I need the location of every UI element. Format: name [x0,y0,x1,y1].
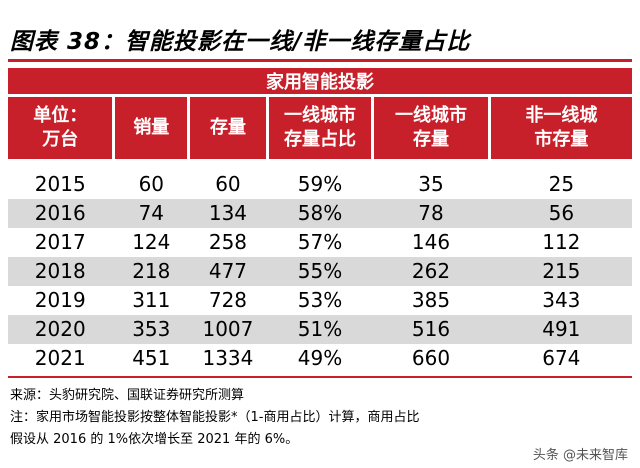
footnote-line-2: 假设从 2016 的 1%依次增长至 2021 年的 6%。 [10,432,299,447]
cell-tier1-stock: 78 [418,201,444,225]
table-row: 2019 311 728 53% 385 343 [8,286,632,315]
page-title: 图表 38：智能投影在一线/非一线存量占比 [10,29,471,55]
cell-sales: 353 [132,317,171,341]
footnote-line-1: 注：家用市场智能投影按整体智能投影*（1-商用占比）计算，商用占比 [10,410,420,425]
cell-sales: 311 [132,288,171,312]
header-stock: 存量 [190,97,266,159]
header-sales: 销量 [115,97,188,159]
cell-stock: 1334 [202,346,254,370]
cell-non-tier1-stock: 25 [548,172,575,196]
cell-year: 2015 [34,172,86,196]
cell-tier1-share: 57% [297,230,343,254]
cell-year: 2018 [34,259,86,283]
cell-sales: 74 [138,201,165,225]
cell-year: 2019 [34,288,86,312]
cell-non-tier1-stock: 491 [542,317,581,341]
cell-tier1-share: 59% [297,172,343,196]
title-divider [8,59,632,62]
cell-tier1-stock: 385 [411,288,451,312]
cell-non-tier1-stock: 56 [548,201,575,225]
cell-tier1-share: 51% [297,317,343,341]
table-row: 2016 74 134 58% 78 56 [8,199,632,228]
table-row: 2017 124 258 57% 146 112 [8,228,632,257]
table-row: 2018 218 477 55% 262 215 [8,257,632,286]
cell-sales: 451 [132,346,171,370]
cell-tier1-share: 55% [297,259,343,283]
cell-non-tier1-stock: 215 [542,259,581,283]
cell-year: 2016 [34,201,86,225]
table-row: 2020 353 1007 51% 516 491 [8,315,632,344]
cell-year: 2020 [34,317,86,341]
cell-stock: 258 [208,230,248,254]
table-row: 2021 451 1334 49% 660 674 [8,344,632,373]
header-non-tier1-stock: 非一线城 市存量 [490,97,632,159]
cell-tier1-stock: 516 [411,317,451,341]
header-tier1-stock: 一线城市 存量 [374,97,488,159]
cell-sales: 218 [132,259,171,283]
cell-tier1-share: 58% [297,201,343,225]
cell-sales: 124 [132,230,171,254]
cell-stock: 1007 [202,317,254,341]
cell-tier1-stock: 660 [411,346,451,370]
cell-non-tier1-stock: 343 [542,288,581,312]
table-band-header: 家用智能投影 [8,68,632,94]
cell-sales: 60 [138,172,165,196]
source-note: 来源：头豹研究院、国联证券研究所测算 [10,388,245,403]
cell-year: 2017 [34,230,86,254]
cell-non-tier1-stock: 112 [542,230,581,254]
cell-tier1-share: 53% [297,288,343,312]
cell-non-tier1-stock: 674 [542,346,581,370]
table-row: 2015 60 60 59% 35 25 [8,170,632,199]
header-tier1-share: 一线城市 存量占比 [268,97,372,159]
cell-tier1-stock: 35 [418,172,444,196]
cell-tier1-stock: 146 [411,230,451,254]
cell-tier1-share: 49% [297,346,343,370]
table-body: 2015 60 60 59% 35 25 2016 74 134 58% 78 … [8,170,632,373]
table-bottom-divider [8,376,632,378]
watermark: 头条 @未来智库 [532,448,628,463]
cell-tier1-stock: 262 [411,259,451,283]
cell-stock: 728 [208,288,248,312]
cell-year: 2021 [34,346,86,370]
table-header-row: 单位： 万台 销量 存量 一线城市 存量占比 一线城市 存量 非一线城 市存量 [8,97,632,159]
cell-stock: 60 [215,172,241,196]
cell-stock: 477 [208,259,248,283]
header-unit: 单位： 万台 [8,97,113,159]
cell-stock: 134 [208,201,248,225]
